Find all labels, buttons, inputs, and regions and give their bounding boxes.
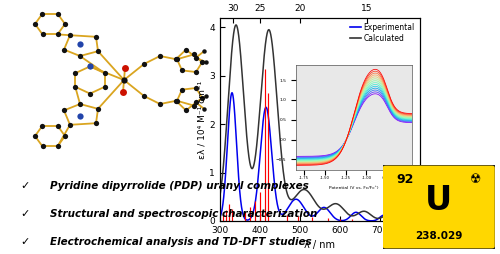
Experimental: [217, 216, 223, 219]
Calculated: [412, 219, 418, 223]
FancyBboxPatch shape: [382, 164, 496, 250]
Calculated: [309, 195, 315, 198]
Calculated: [233, 23, 239, 26]
Text: U: U: [425, 184, 452, 217]
Text: 92: 92: [396, 173, 413, 186]
Text: Pyridine dipyrrolide (PDP) uranyl complexes: Pyridine dipyrrolide (PDP) uranyl comple…: [50, 181, 309, 191]
Calculated: [411, 219, 417, 223]
Text: Structural and spectroscopic characterization: Structural and spectroscopic characteriz…: [50, 209, 318, 219]
Calculated: [417, 219, 423, 223]
Text: ✓: ✓: [20, 209, 30, 219]
Experimental: [229, 91, 235, 94]
Text: ☢: ☢: [470, 173, 482, 186]
Experimental: [314, 211, 320, 214]
Text: Electrochemical analysis and TD-DFT studies: Electrochemical analysis and TD-DFT stud…: [50, 237, 312, 247]
Line: Experimental: Experimental: [220, 93, 420, 221]
Experimental: [417, 219, 423, 223]
Text: 238.029: 238.029: [415, 231, 463, 241]
Y-axis label: ελ / 10⁴ M⁻¹ cm⁻¹: ελ / 10⁴ M⁻¹ cm⁻¹: [198, 80, 206, 158]
Text: ✓: ✓: [20, 181, 30, 191]
Calculated: [217, 194, 223, 197]
Line: Calculated: Calculated: [220, 25, 420, 221]
Experimental: [411, 219, 417, 223]
Experimental: [374, 218, 380, 221]
Calculated: [314, 203, 320, 207]
Legend: Experimental, Calculated: Experimental, Calculated: [348, 22, 416, 44]
Calculated: [374, 217, 380, 220]
Experimental: [227, 101, 233, 104]
Experimental: [309, 215, 315, 218]
Calculated: [227, 70, 233, 73]
Text: ✓: ✓: [20, 237, 30, 247]
Experimental: [412, 219, 418, 223]
X-axis label: λ / nm: λ / nm: [304, 240, 336, 250]
